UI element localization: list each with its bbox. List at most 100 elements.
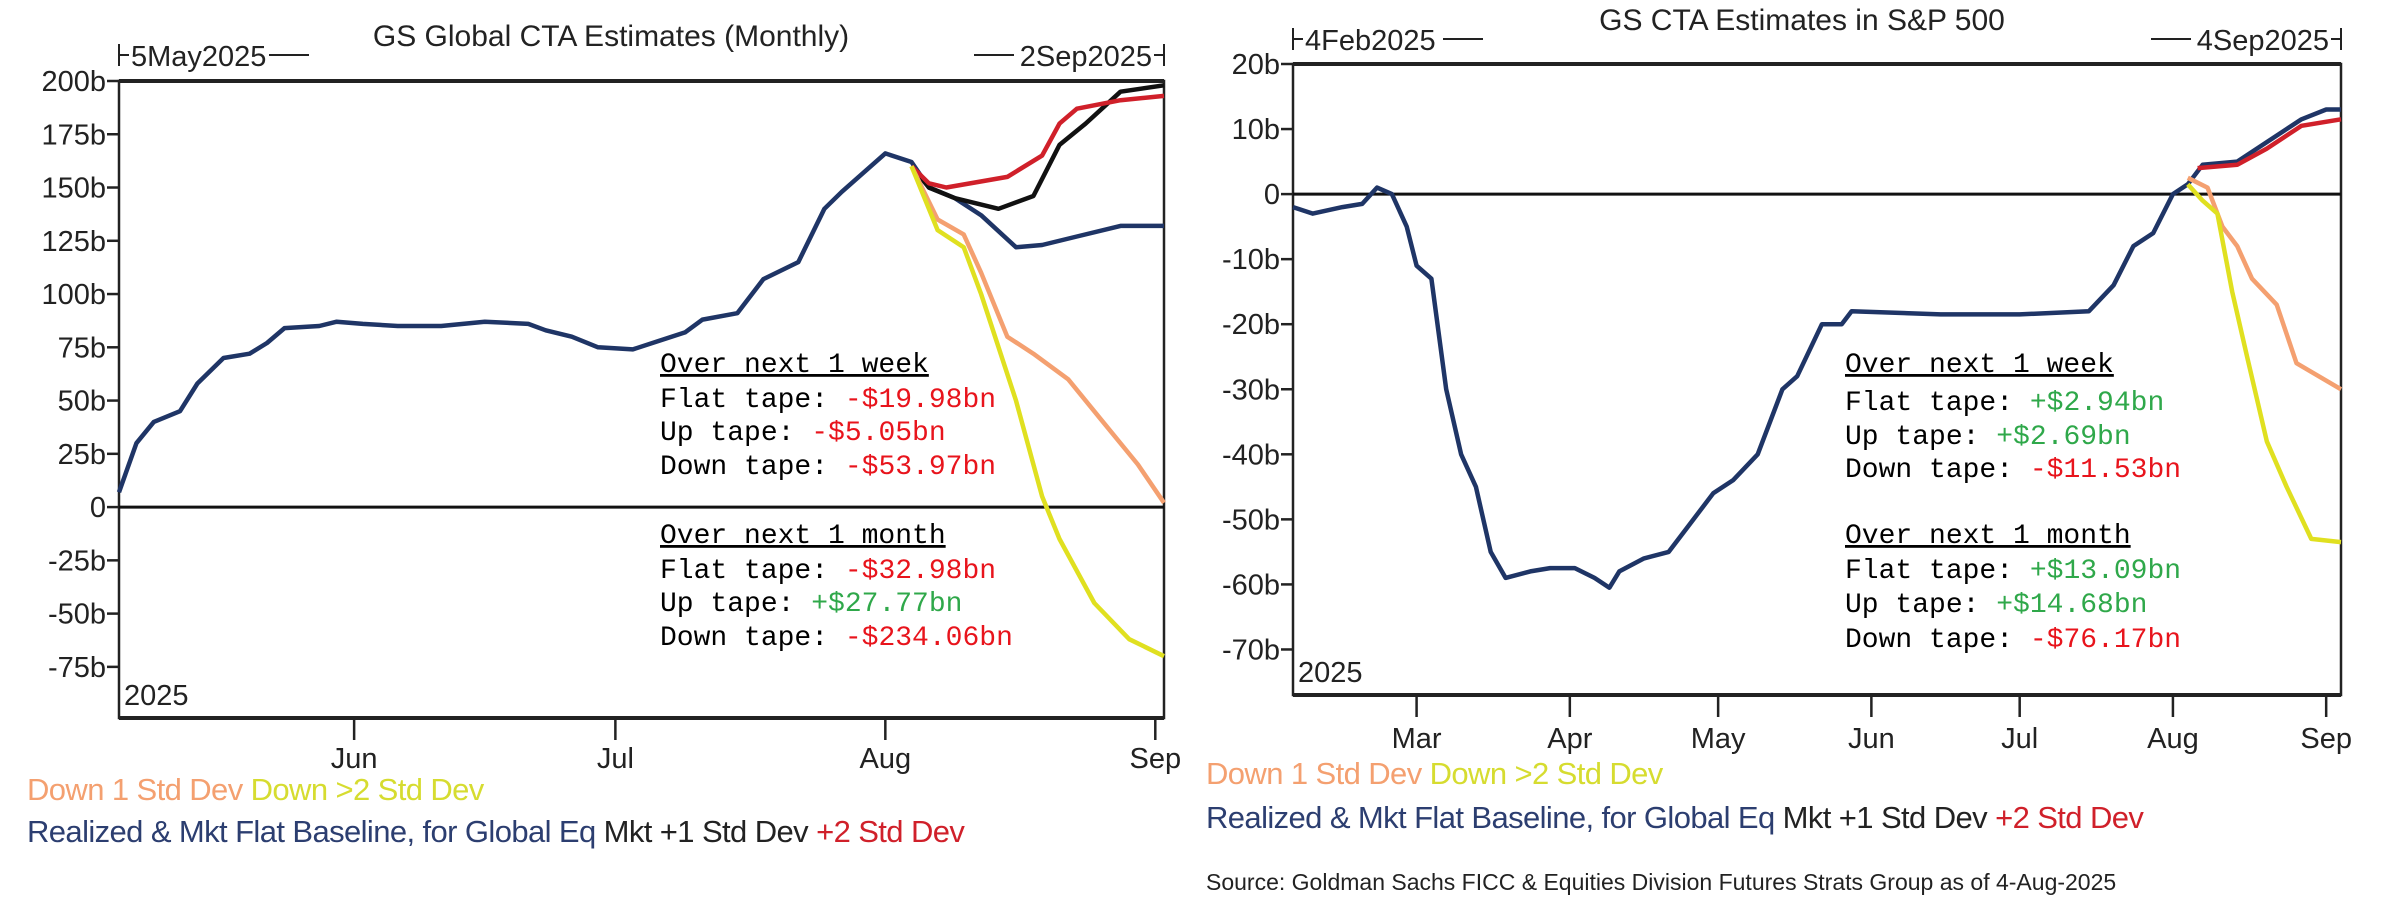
annotation-row: Up tape: +$14.68bn [1845, 590, 2147, 621]
x-tick-label: Aug [2147, 723, 2199, 755]
series-line-down-1-std-dev [2186, 175, 2343, 392]
annotation-value: +$13.09bn [2030, 556, 2181, 587]
legend-entry: Realized & Mkt Flat Baseline, for Global… [1206, 800, 1775, 835]
x-tick-label: Apr [1547, 723, 1592, 755]
source-note: Source: Goldman Sachs FICC & Equities Di… [1206, 869, 2116, 895]
annotation-row: Up tape: +$2.69bn [1845, 422, 2131, 453]
chart-title: GS CTA Estimates in S&P 500 [1599, 4, 2005, 37]
y-tick-label: 10b [1232, 114, 1280, 146]
legend-entry: Down 1 Std Dev [27, 772, 244, 807]
legend-spacer [808, 814, 816, 849]
annotation-value: +$2.69bn [1996, 422, 2130, 453]
annotation-label: Down tape: [1845, 625, 2030, 656]
range-end-label: 2Sep2025 [1020, 41, 1152, 73]
series-line-down-1-std-dev [909, 165, 1166, 505]
annotation-label: Up tape: [1845, 590, 1996, 621]
x-tick-label: Jun [331, 743, 378, 775]
annotation-label: Flat tape: [1845, 388, 2030, 419]
annotation-row: Down tape: -$234.06bn [660, 623, 1013, 654]
annotation-heading: Over next 1 week [1845, 350, 2114, 381]
annotation-row: Flat tape: -$19.98bn [660, 385, 996, 416]
annotation-row: Flat tape: +$13.09bn [1845, 556, 2181, 587]
legend-entry: +2 Std Dev [816, 814, 965, 849]
legend-line: Realized & Mkt Flat Baseline, for Global… [27, 814, 965, 849]
annotation-label: Up tape: [660, 418, 811, 449]
annotation-value: -$53.97bn [845, 452, 996, 483]
series-line-2-std-dev [909, 93, 1165, 190]
series-line-down-2-std-dev [2186, 182, 2342, 545]
annotation-heading: Over next 1 month [1845, 521, 2131, 552]
y-tick-label: 0 [1264, 179, 1280, 211]
legend-entry: Mkt +1 Std Dev [604, 814, 809, 849]
annotation-value: +$14.68bn [1996, 590, 2147, 621]
annotation-label: Up tape: [1845, 422, 1996, 453]
y-tick-label: 0 [90, 492, 106, 524]
annotation-value: -$32.98bn [845, 556, 996, 587]
annotation-label: Flat tape: [660, 556, 845, 587]
range-start-label: 5May2025 [131, 41, 266, 73]
x-tick-label: May [1691, 723, 1746, 755]
y-tick-label: -60b [1222, 569, 1280, 601]
y-tick-label: -70b [1222, 634, 1280, 666]
legend-entry: Realized & Mkt Flat Baseline, for Global… [27, 814, 596, 849]
chart-title: GS Global CTA Estimates (Monthly) [373, 20, 849, 53]
annotation-label: Down tape: [1845, 455, 2030, 486]
y-tick-label: -40b [1222, 439, 1280, 471]
range-start-label: 4Feb2025 [1305, 25, 1436, 57]
y-tick-label: -50b [48, 599, 106, 631]
chart-global-cta: GS Global CTA Estimates (Monthly) 5May202… [27, 20, 1181, 849]
annotation-heading: Over next 1 month [660, 521, 946, 552]
y-tick-label: 150b [41, 173, 106, 205]
annotation-heading: Over next 1 week [660, 350, 929, 381]
year-label: 2025 [1298, 657, 1363, 689]
x-tick-label: Aug [860, 743, 912, 775]
annotation-value: -$19.98bn [845, 385, 996, 416]
annotation-row: Flat tape: +$2.94bn [1845, 388, 2164, 419]
annotation-row: Down tape: -$53.97bn [660, 452, 996, 483]
x-tick-label: Jul [597, 743, 634, 775]
y-tick-label: -25b [48, 545, 106, 577]
y-tick-label: 125b [41, 226, 106, 258]
legend-spacer [243, 772, 251, 807]
series-line-2-std-dev [2197, 117, 2342, 171]
legend-line: Down 1 Std Dev Down >2 Std Dev [1206, 756, 1664, 791]
y-tick-label: 50b [58, 386, 106, 418]
plot-area [1291, 62, 2343, 697]
legend-line: Down 1 Std Dev Down >2 Std Dev [27, 772, 485, 807]
legend-entry: Down >2 Std Dev [251, 772, 485, 807]
series-line-realized-mkt-flat-baseline-for-global-eq [1292, 107, 2341, 590]
legend-spacer [1422, 756, 1430, 791]
annotation-row: Up tape: +$27.77bn [660, 589, 962, 620]
legend-entry: +2 Std Dev [1995, 800, 2144, 835]
annotation-value: -$11.53bn [2030, 455, 2181, 486]
series-line-down-2-std-dev [909, 165, 1165, 659]
legend-spacer [1775, 800, 1783, 835]
chart-sp500-cta: GS CTA Estimates in S&P 500 4Feb2025 4Sep2… [1206, 4, 2352, 895]
x-tick-label: Jul [2001, 723, 2038, 755]
x-tick-label: Sep [2300, 723, 2352, 755]
y-tick-label: 100b [41, 279, 106, 311]
annotation-row: Down tape: -$11.53bn [1845, 455, 2181, 486]
year-label: 2025 [124, 680, 189, 712]
y-tick-label: -75b [48, 652, 106, 684]
x-tick-label: Sep [1129, 743, 1181, 775]
legend-spacer [1987, 800, 1995, 835]
annotation-row: Flat tape: -$32.98bn [660, 556, 996, 587]
x-tick-label: Jun [1848, 723, 1895, 755]
annotation-value: -$76.17bn [2030, 625, 2181, 656]
annotation-value: -$234.06bn [845, 623, 1013, 654]
annotation-label: Down tape: [660, 452, 845, 483]
y-tick-label: 75b [58, 332, 106, 364]
legend-entry: Down >2 Std Dev [1430, 756, 1664, 791]
y-tick-label: -30b [1222, 374, 1280, 406]
y-tick-label: -10b [1222, 244, 1280, 276]
y-tick-label: 200b [41, 66, 106, 98]
annotation-row: Up tape: -$5.05bn [660, 418, 946, 449]
range-end-label: 4Sep2025 [2197, 25, 2329, 57]
annotation-label: Up tape: [660, 589, 811, 620]
annotation-row: Down tape: -$76.17bn [1845, 625, 2181, 656]
legend-line: Realized & Mkt Flat Baseline, for Global… [1206, 800, 2144, 835]
annotation-label: Flat tape: [1845, 556, 2030, 587]
annotation-value: +$2.94bn [2030, 388, 2164, 419]
